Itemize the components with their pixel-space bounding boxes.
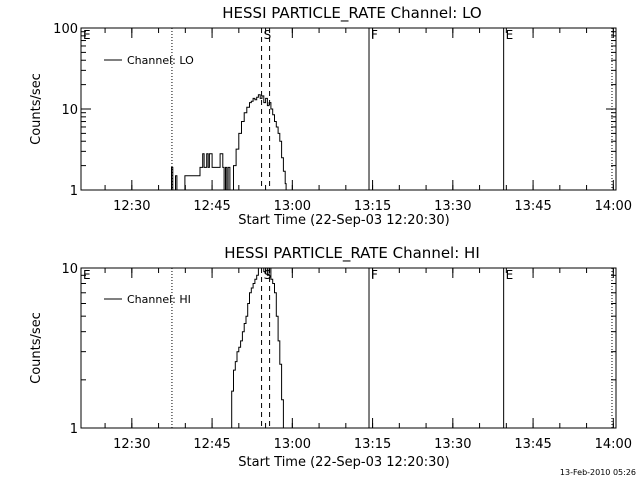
legend-label: Channel: LO <box>127 54 194 67</box>
event-marker-label: E <box>83 28 91 42</box>
x-tick-label: 13:15 <box>354 199 391 214</box>
y-tick-label: 100 <box>53 22 78 37</box>
event-marker-label: F <box>371 28 378 42</box>
plot-frame <box>80 267 617 429</box>
event-marker-label: F <box>371 268 378 282</box>
event-marker-label: S <box>264 28 272 42</box>
y-tick-label: 10 <box>61 103 78 118</box>
y-axis-ticks: 1 10 100 <box>53 22 616 199</box>
x-axis-ticks: 12:30 12:45 13:00 13:15 13:30 13:45 14:00 <box>104 28 632 214</box>
y-tick-label: 10 <box>61 262 78 277</box>
x-tick-label: 13:30 <box>434 199 471 214</box>
event-marker-label: E <box>506 268 514 282</box>
y-tick-label: 1 <box>70 422 78 437</box>
x-axis-ticks: 12:30 12:45 13:00 13:15 13:30 13:45 14:00 <box>104 268 632 452</box>
legend-label: Channel: HI <box>127 293 191 306</box>
y-axis-label: Counts/sec <box>29 312 44 384</box>
chart-title: HESSI PARTICLE_RATE Channel: HI <box>224 244 480 263</box>
series-line-channel-lo <box>170 94 287 191</box>
chart-title: HESSI PARTICLE_RATE Channel: LO <box>222 4 481 23</box>
event-marker-label: E <box>506 28 514 42</box>
event-marker-label: E <box>83 268 91 282</box>
x-tick-label: 13:00 <box>274 437 311 452</box>
x-axis-label: Start Time (22-Sep-03 12:20:30) <box>238 213 449 228</box>
timestamp: 13-Feb-2010 05:26 <box>560 468 636 477</box>
x-tick-label: 12:30 <box>113 437 150 452</box>
y-axis-label: Counts/sec <box>29 73 44 145</box>
legend: Channel: LO <box>104 54 194 67</box>
x-tick-label: 13:45 <box>514 199 551 214</box>
x-axis-label: Start Time (22-Sep-03 12:20:30) <box>238 455 449 470</box>
x-tick-label: 13:30 <box>434 437 471 452</box>
x-tick-label: 12:30 <box>113 199 150 214</box>
x-tick-label: 13:00 <box>274 199 311 214</box>
x-tick-label: 13:45 <box>514 437 551 452</box>
y-tick-label: 1 <box>70 184 78 199</box>
legend: Channel: HI <box>104 293 191 306</box>
x-tick-label: 12:45 <box>193 437 230 452</box>
x-tick-label: 14:00 <box>595 199 632 214</box>
series-line-channel-hi <box>229 267 284 429</box>
chart-panel-lo: HESSI PARTICLE_RATE Channel: LO E S F E 1 10… <box>29 4 632 228</box>
x-tick-label: 14:00 <box>595 437 632 452</box>
y-axis-ticks: 1 10 <box>61 262 616 437</box>
x-tick-label: 12:45 <box>193 199 230 214</box>
x-tick-label: 13:15 <box>354 437 391 452</box>
